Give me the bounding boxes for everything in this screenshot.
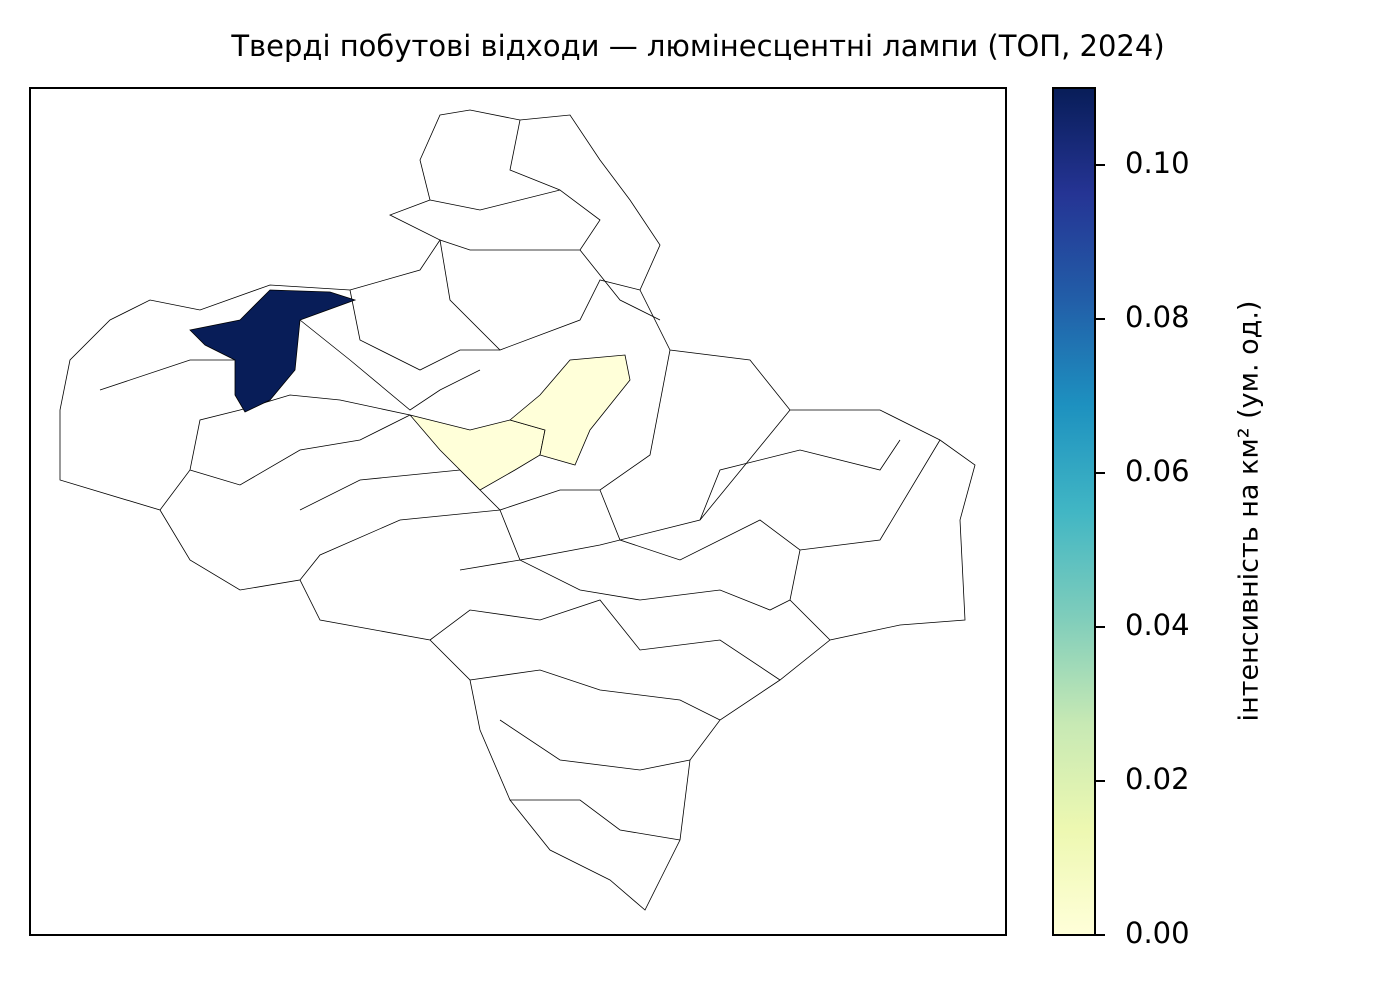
colorbar-tick-label: 0.04 [1125,608,1190,642]
colorbar-tick-label: 0.02 [1125,762,1190,796]
map-title: Тверді побутові відходи — люмінесцентні … [230,29,1164,63]
district-borders [99,119,941,841]
colorbar-tick-label: 0.10 [1125,146,1190,180]
map [59,109,976,911]
district [189,289,357,413]
district [408,414,546,491]
colorbar-label: інтенсивність на км² (ум. од.) [1234,301,1265,722]
colorbar-tick-label: 0.00 [1125,916,1190,950]
colorbar-tick-label: 0.06 [1125,454,1190,488]
colorbar-tick-label: 0.08 [1125,300,1190,334]
colorbar [1052,87,1096,936]
map-frame [29,87,1007,936]
district [509,354,631,466]
